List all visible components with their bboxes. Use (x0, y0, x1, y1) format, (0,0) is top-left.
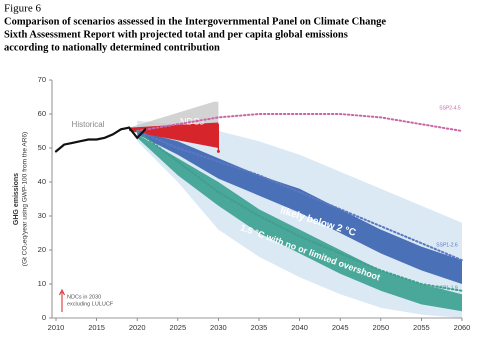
x-tick-label: 2060 (454, 323, 471, 332)
y-tick-label: 50 (38, 143, 46, 152)
area-band (137, 131, 462, 284)
series-label: INDCs (195, 95, 220, 104)
plot-area: likely below 2 °C1.5 °C with no or limit… (38, 75, 471, 332)
x-tick-label: 2045 (332, 323, 349, 332)
line-series (136, 130, 463, 292)
line-series (136, 113, 463, 132)
x-tick-label: 2055 (413, 323, 430, 332)
y-tick-label: 60 (38, 109, 46, 118)
chart-title: according to nationally determined contr… (4, 42, 220, 53)
annotation: NDCs in 2030 (67, 294, 101, 300)
y-tick-label: 10 (38, 279, 46, 288)
x-tick-label: 2035 (251, 323, 268, 332)
area-band (137, 134, 462, 312)
annotation: excluding LULUCF (67, 301, 114, 307)
y-axis-label: (Gt CO₂eq/year using GWP-100 from the AR… (22, 132, 29, 266)
x-tick-label: 2015 (88, 323, 105, 332)
chart-title: Comparison of scenarios assessed in the … (4, 16, 386, 27)
y-tick-label: 0 (42, 313, 46, 322)
series-label: SSP2-4.5 (439, 105, 461, 111)
y-axis-label: GHG emissions (13, 173, 20, 225)
y-tick-label: 20 (38, 245, 46, 254)
y-tick-label: 40 (38, 177, 46, 186)
series-label: SSP1-1.9 (436, 285, 458, 291)
annotation-arrowhead (59, 288, 65, 296)
x-tick-label: 2025 (169, 323, 186, 332)
x-tick-label: 2050 (372, 323, 389, 332)
y-tick-label: 30 (38, 211, 46, 220)
chart-title: Sixth Assessment Report with projected t… (4, 29, 348, 40)
error-bar-end (216, 149, 220, 153)
line-series (136, 130, 463, 262)
figure-caption: Figure 6 (4, 3, 41, 15)
x-tick-label: 2030 (210, 323, 227, 332)
x-tick-label: 2020 (129, 323, 146, 332)
x-tick-label: 2010 (48, 323, 65, 332)
y-tick-label: 70 (38, 75, 46, 84)
series-label: SSP1-2.6 (436, 242, 458, 248)
x-tick-label: 2040 (291, 323, 308, 332)
line-series (54, 126, 147, 153)
area-band (129, 100, 219, 131)
series-label: Historical (72, 120, 105, 129)
